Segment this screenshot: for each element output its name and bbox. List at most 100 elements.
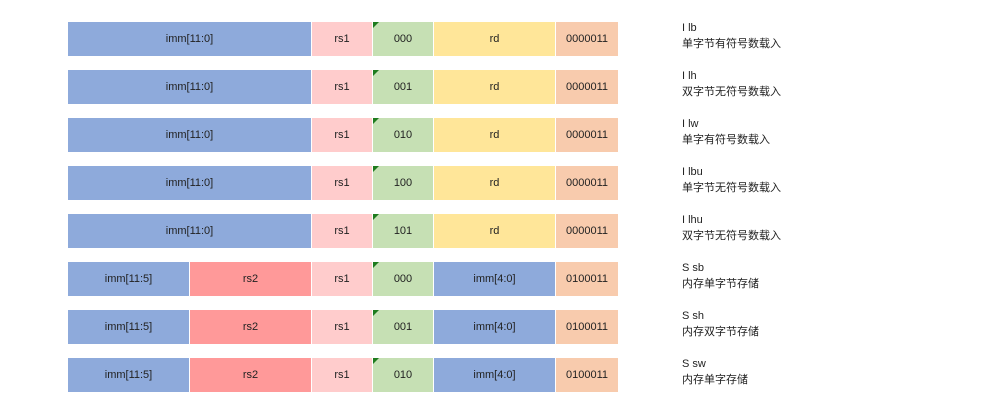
encoding-fields: imm[11:0] rs1 001 rd 0000011 <box>68 70 618 104</box>
instruction-row-sb: imm[11:5] rs2 rs1 000 imm[4:0] 0100011 S… <box>68 262 828 296</box>
opcode-cell[interactable]: 0100011 <box>556 262 618 296</box>
funct3-value: 000 <box>393 273 413 285</box>
rd-cell[interactable]: rd <box>434 166 556 200</box>
imm-11-0-cell[interactable]: imm[11:0] <box>68 166 312 200</box>
funct3-cell[interactable]: 001 <box>373 70 434 104</box>
rd-cell[interactable]: rd <box>434 70 556 104</box>
comment-indicator-icon <box>373 214 379 220</box>
funct3-value: 101 <box>393 225 413 237</box>
encoding-fields: imm[11:5] rs2 rs1 001 imm[4:0] 0100011 <box>68 310 618 344</box>
comment-indicator-icon <box>373 358 379 364</box>
funct3-value: 001 <box>393 81 413 93</box>
instruction-meaning: 内存双字节存储 <box>682 325 759 338</box>
opcode-cell[interactable]: 0100011 <box>556 310 618 344</box>
comment-indicator-icon <box>373 310 379 316</box>
opcode-cell[interactable]: 0100011 <box>556 358 618 392</box>
imm-4-0-cell[interactable]: imm[4:0] <box>434 262 556 296</box>
instruction-row-lb: imm[11:0] rs1 000 rd 0000011 I lb 单字节有符号… <box>68 22 828 56</box>
instruction-row-lw: imm[11:0] rs1 010 rd 0000011 I lw 单字有符号数… <box>68 118 828 152</box>
imm-4-0-cell[interactable]: imm[4:0] <box>434 358 556 392</box>
instruction-description[interactable]: S sb 内存单字节存储 <box>682 260 759 292</box>
funct3-cell[interactable]: 001 <box>373 310 434 344</box>
instruction-mnemonic: I lh <box>682 70 697 82</box>
rd-cell[interactable]: rd <box>434 214 556 248</box>
comment-indicator-icon <box>373 118 379 124</box>
instruction-row-sw: imm[11:5] rs2 rs1 010 imm[4:0] 0100011 S… <box>68 358 828 392</box>
funct3-value: 100 <box>393 177 413 189</box>
imm-11-5-cell[interactable]: imm[11:5] <box>68 310 190 344</box>
rs2-cell[interactable]: rs2 <box>190 358 312 392</box>
opcode-cell[interactable]: 0000011 <box>556 214 618 248</box>
encoding-fields: imm[11:5] rs2 rs1 000 imm[4:0] 0100011 <box>68 262 618 296</box>
instruction-meaning: 单字有符号数载入 <box>682 133 770 146</box>
funct3-cell[interactable]: 010 <box>373 118 434 152</box>
instruction-description[interactable]: I lbu 单字节无符号数载入 <box>682 164 781 196</box>
rs1-cell[interactable]: rs1 <box>312 22 373 56</box>
funct3-value: 010 <box>393 369 413 381</box>
funct3-cell[interactable]: 100 <box>373 166 434 200</box>
funct3-value: 010 <box>393 129 413 141</box>
instruction-meaning: 双字节无符号数载入 <box>682 229 781 242</box>
instruction-row-sh: imm[11:5] rs2 rs1 001 imm[4:0] 0100011 S… <box>68 310 828 344</box>
instruction-meaning: 单字节有符号数载入 <box>682 37 781 50</box>
funct3-cell[interactable]: 000 <box>373 262 434 296</box>
encoding-fields: imm[11:0] rs1 101 rd 0000011 <box>68 214 618 248</box>
instruction-meaning: 内存单字节存储 <box>682 277 759 290</box>
instruction-meaning: 单字节无符号数载入 <box>682 181 781 194</box>
funct3-cell[interactable]: 010 <box>373 358 434 392</box>
rd-cell[interactable]: rd <box>434 22 556 56</box>
rs2-cell[interactable]: rs2 <box>190 310 312 344</box>
rs1-cell[interactable]: rs1 <box>312 166 373 200</box>
imm-11-0-cell[interactable]: imm[11:0] <box>68 214 312 248</box>
encoding-fields: imm[11:5] rs2 rs1 010 imm[4:0] 0100011 <box>68 358 618 392</box>
comment-indicator-icon <box>373 166 379 172</box>
instruction-description[interactable]: S sw 内存单字存储 <box>682 356 748 388</box>
instruction-row-lhu: imm[11:0] rs1 101 rd 0000011 I lhu 双字节无符… <box>68 214 828 248</box>
instruction-mnemonic: S sh <box>682 310 705 322</box>
opcode-cell[interactable]: 0000011 <box>556 22 618 56</box>
encoding-fields: imm[11:0] rs1 000 rd 0000011 <box>68 22 618 56</box>
funct3-value: 000 <box>393 33 413 45</box>
instruction-row-lbu: imm[11:0] rs1 100 rd 0000011 I lbu 单字节无符… <box>68 166 828 200</box>
encoding-fields: imm[11:0] rs1 100 rd 0000011 <box>68 166 618 200</box>
instruction-mnemonic: I lbu <box>682 166 703 178</box>
imm-11-5-cell[interactable]: imm[11:5] <box>68 358 190 392</box>
imm-4-0-cell[interactable]: imm[4:0] <box>434 310 556 344</box>
funct3-cell[interactable]: 101 <box>373 214 434 248</box>
instruction-mnemonic: S sb <box>682 262 705 274</box>
funct3-value: 001 <box>393 321 413 333</box>
rs1-cell[interactable]: rs1 <box>312 310 373 344</box>
opcode-cell[interactable]: 0000011 <box>556 70 618 104</box>
rs1-cell[interactable]: rs1 <box>312 214 373 248</box>
instruction-description[interactable]: I lb 单字节有符号数载入 <box>682 20 781 52</box>
comment-indicator-icon <box>373 262 379 268</box>
instruction-meaning: 双字节无符号数载入 <box>682 85 781 98</box>
instruction-mnemonic: S sw <box>682 358 706 370</box>
imm-11-0-cell[interactable]: imm[11:0] <box>68 118 312 152</box>
funct3-cell[interactable]: 000 <box>373 22 434 56</box>
comment-indicator-icon <box>373 70 379 76</box>
instruction-description[interactable]: S sh 内存双字节存储 <box>682 308 759 340</box>
opcode-cell[interactable]: 0000011 <box>556 166 618 200</box>
rs1-cell[interactable]: rs1 <box>312 70 373 104</box>
instruction-description[interactable]: I lhu 双字节无符号数载入 <box>682 212 781 244</box>
instruction-mnemonic: I lw <box>682 118 699 130</box>
instruction-meaning: 内存单字存储 <box>682 373 748 386</box>
instruction-mnemonic: I lhu <box>682 214 703 226</box>
rs1-cell[interactable]: rs1 <box>312 358 373 392</box>
opcode-cell[interactable]: 0000011 <box>556 118 618 152</box>
instruction-description[interactable]: I lh 双字节无符号数载入 <box>682 68 781 100</box>
imm-11-0-cell[interactable]: imm[11:0] <box>68 22 312 56</box>
rs2-cell[interactable]: rs2 <box>190 262 312 296</box>
comment-indicator-icon <box>373 22 379 28</box>
imm-11-5-cell[interactable]: imm[11:5] <box>68 262 190 296</box>
rs1-cell[interactable]: rs1 <box>312 262 373 296</box>
instruction-description[interactable]: I lw 单字有符号数载入 <box>682 116 770 148</box>
encoding-fields: imm[11:0] rs1 010 rd 0000011 <box>68 118 618 152</box>
instruction-row-lh: imm[11:0] rs1 001 rd 0000011 I lh 双字节无符号… <box>68 70 828 104</box>
rd-cell[interactable]: rd <box>434 118 556 152</box>
imm-11-0-cell[interactable]: imm[11:0] <box>68 70 312 104</box>
rs1-cell[interactable]: rs1 <box>312 118 373 152</box>
instruction-mnemonic: I lb <box>682 22 697 34</box>
